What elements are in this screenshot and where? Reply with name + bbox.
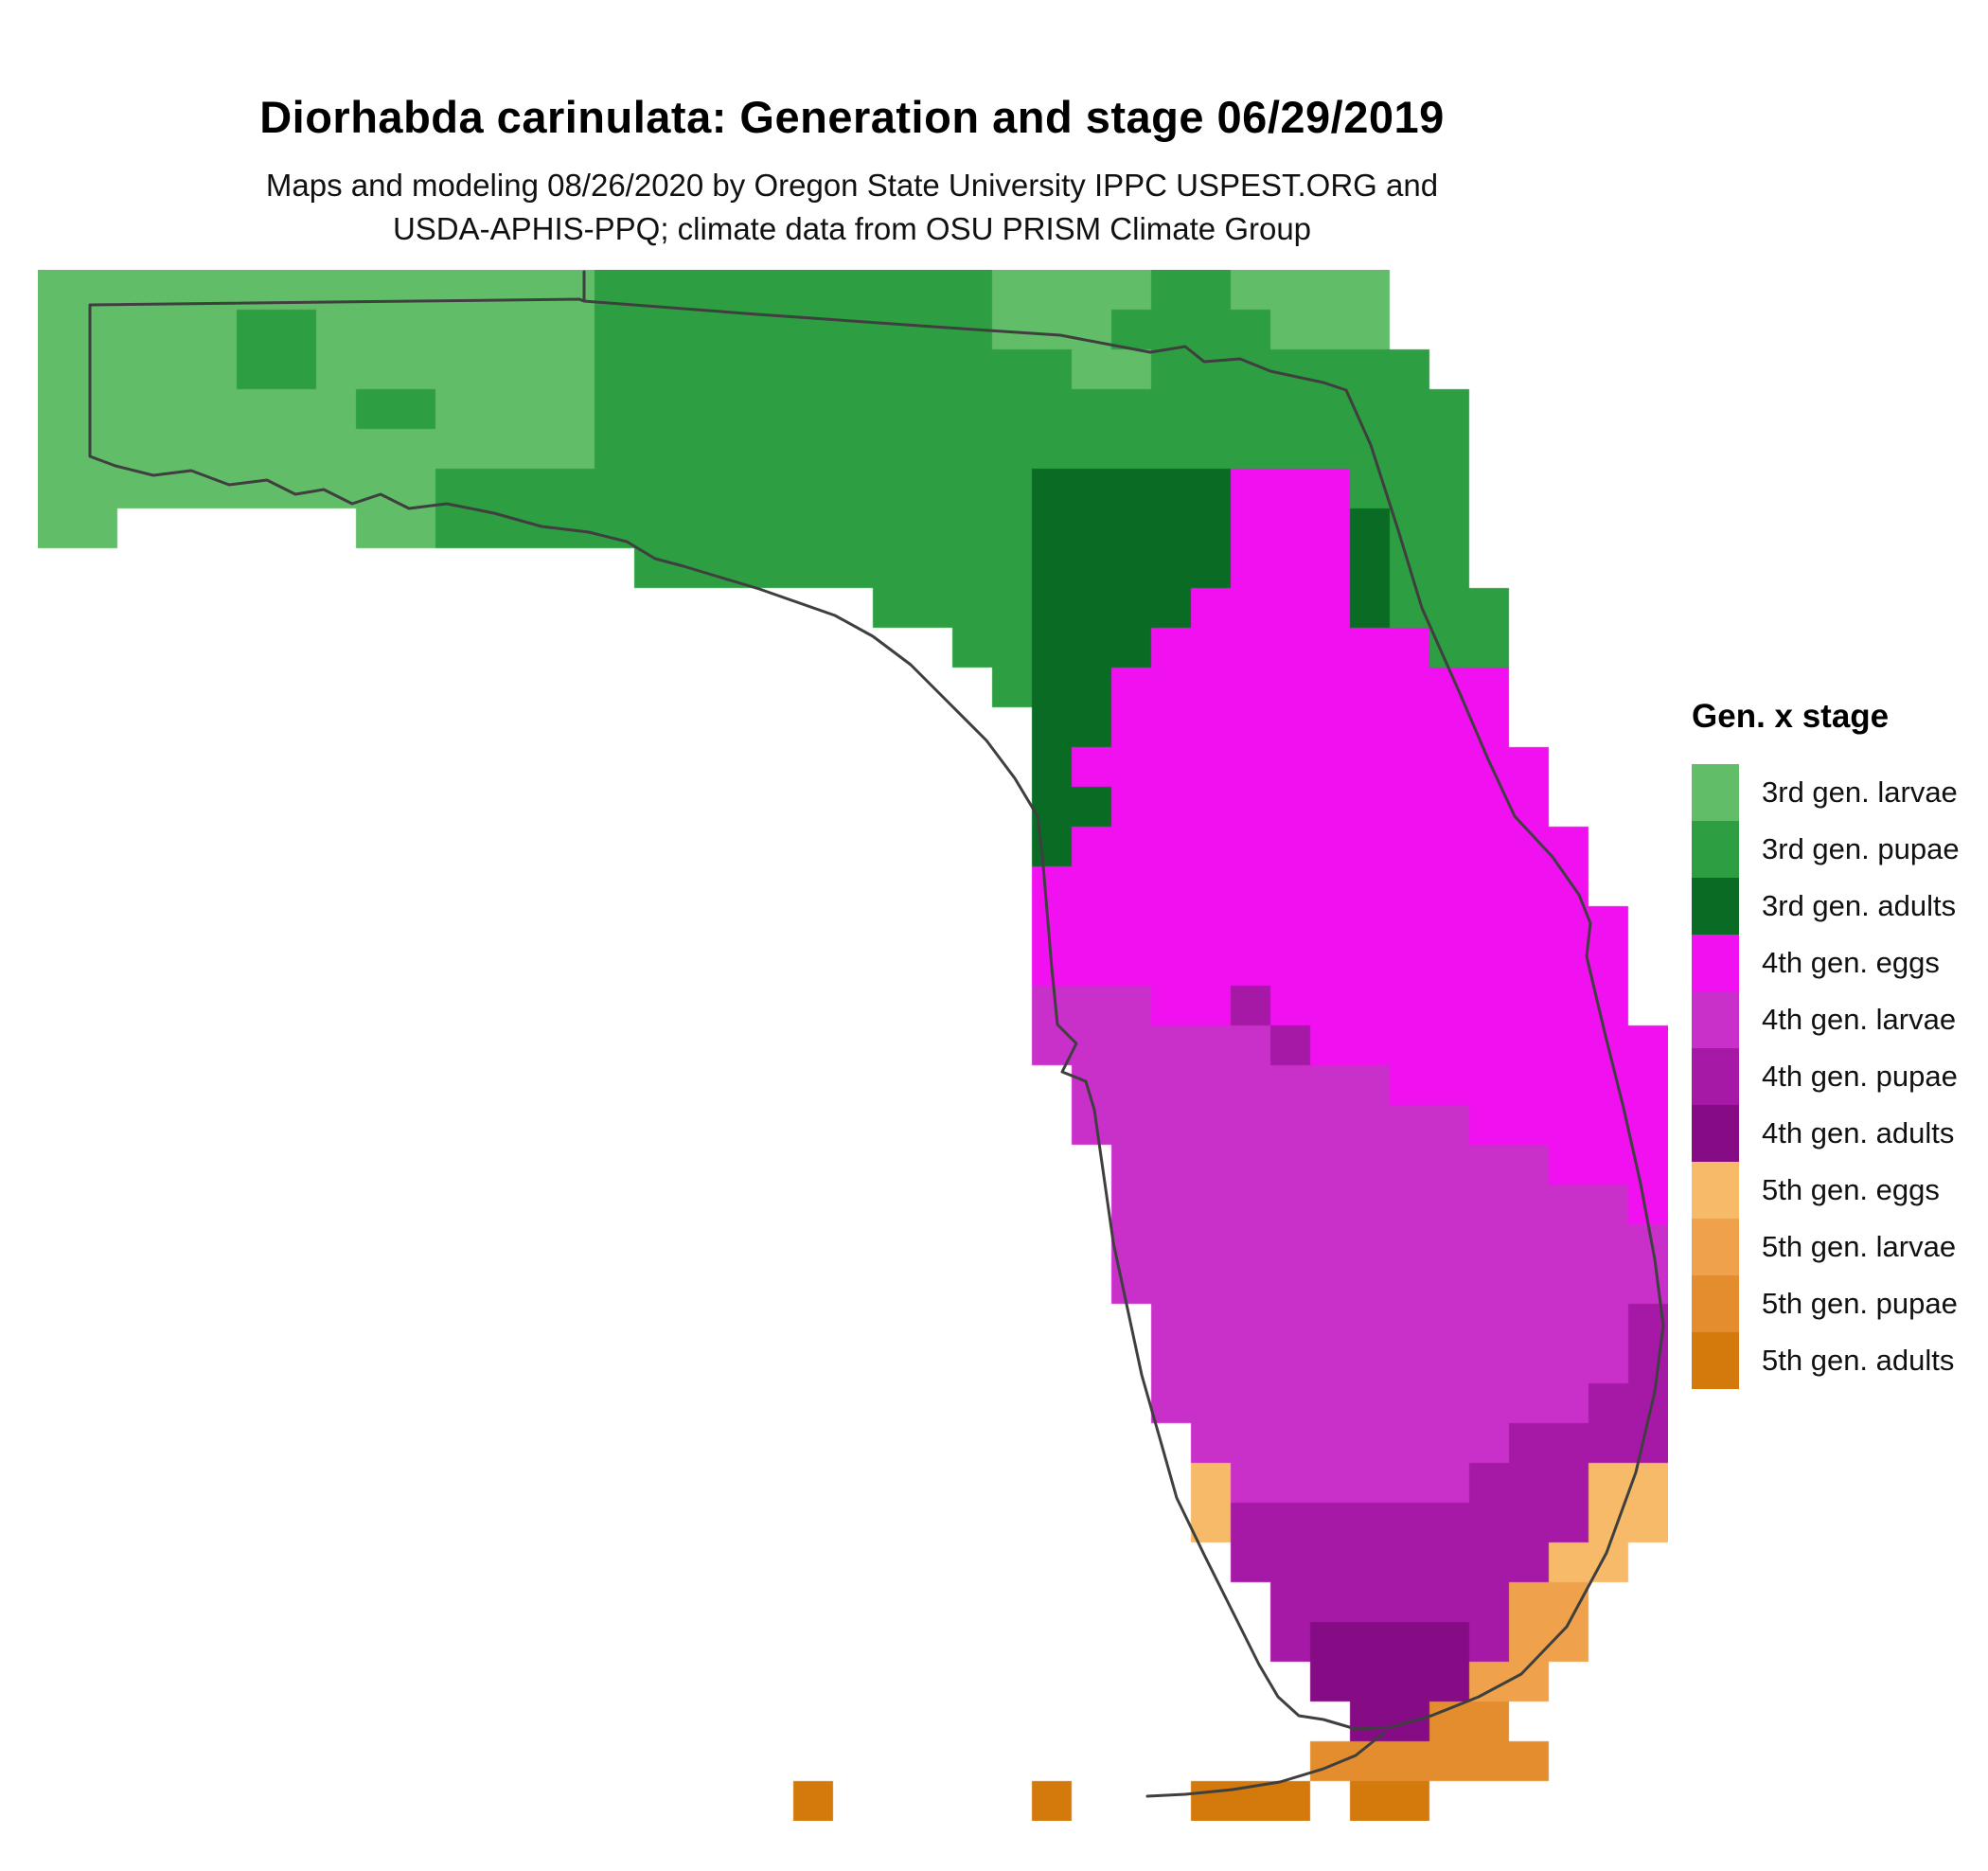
- legend-item: 5th gen. larvae: [1692, 1219, 1976, 1275]
- legend-item: 5th gen. pupae: [1692, 1275, 1976, 1332]
- map-header: Diorhabda carinulata: Generation and sta…: [0, 91, 1704, 250]
- legend-label: 4th gen. larvae: [1762, 1003, 1957, 1036]
- legend-item: 3rd gen. larvae: [1692, 764, 1976, 821]
- legend-swatch-4th-eggs: [1692, 935, 1739, 991]
- subtitle-line-2: USDA-APHIS-PPQ; climate data from OSU PR…: [392, 210, 1312, 246]
- legend-label: 4th gen. adults: [1762, 1116, 1955, 1149]
- legend-item: 3rd gen. pupae: [1692, 821, 1976, 878]
- legend-label: 3rd gen. adults: [1762, 889, 1957, 922]
- legend-swatch-5th-pupae: [1692, 1275, 1739, 1332]
- legend-swatch-4th-larvae: [1692, 991, 1739, 1048]
- legend-label: 3rd gen. larvae: [1762, 775, 1958, 809]
- legend-swatch-3rd-pupae: [1692, 821, 1739, 878]
- legend-item: 4th gen. larvae: [1692, 991, 1976, 1048]
- legend-swatch-4th-adults: [1692, 1105, 1739, 1162]
- florida-raster-map: [38, 270, 1668, 1821]
- legend-label: 5th gen. pupae: [1762, 1287, 1958, 1320]
- legend-label: 3rd gen. pupae: [1762, 832, 1960, 865]
- legend-item: 5th gen. adults: [1692, 1332, 1976, 1389]
- legend-item: 4th gen. eggs: [1692, 935, 1976, 991]
- legend-item: 3rd gen. adults: [1692, 878, 1976, 935]
- legend-title: Gen. x stage: [1692, 698, 1890, 735]
- legend-item: 4th gen. adults: [1692, 1105, 1976, 1162]
- legend-item: 5th gen. eggs: [1692, 1162, 1976, 1219]
- legend-label: 5th gen. eggs: [1762, 1173, 1940, 1206]
- legend-label: 5th gen. adults: [1762, 1344, 1955, 1377]
- legend-swatch-5th-eggs: [1692, 1162, 1739, 1219]
- page-title: Diorhabda carinulata: Generation and sta…: [259, 92, 1445, 142]
- legend-swatch-3rd-adults: [1692, 878, 1739, 935]
- legend-swatch-3rd-larvae: [1692, 764, 1739, 821]
- legend-swatch-5th-larvae: [1692, 1219, 1739, 1275]
- legend-swatch-4th-pupae: [1692, 1048, 1739, 1105]
- legend-item: 4th gen. pupae: [1692, 1048, 1976, 1105]
- legend-label: 4th gen. pupae: [1762, 1060, 1958, 1093]
- legend-label: 5th gen. larvae: [1762, 1230, 1957, 1263]
- subtitle-line-1: Maps and modeling 08/26/2020 by Oregon S…: [265, 168, 1439, 203]
- legend-label: 4th gen. eggs: [1762, 946, 1940, 979]
- legend-swatch-5th-adults: [1692, 1332, 1739, 1389]
- page-subtitle: Maps and modeling 08/26/2020 by Oregon S…: [0, 164, 1704, 250]
- legend: Gen. x stage 3rd gen. larvae 3rd gen. pu…: [1692, 698, 1976, 1389]
